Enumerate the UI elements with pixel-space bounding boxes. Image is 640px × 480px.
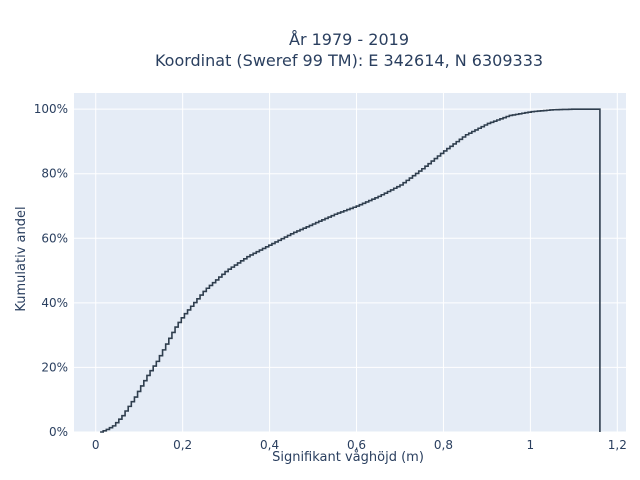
x-axis-title: Signifikant våghöjd (m) <box>272 450 424 465</box>
ecdf-step-line <box>100 108 601 433</box>
x-tick-label: 1,2 <box>608 438 627 452</box>
y-tick-label: 80% <box>41 167 68 181</box>
grid-lines <box>74 93 626 433</box>
x-tick-label: 1 <box>527 438 535 452</box>
x-tick-label: 0,8 <box>434 438 453 452</box>
y-tick-label: 40% <box>41 296 68 310</box>
chart-title-line1: År 1979 - 2019 <box>289 30 409 49</box>
x-tick-label: 0,2 <box>173 438 192 452</box>
y-tick-label: 60% <box>41 231 68 245</box>
x-tick-label: 0,6 <box>347 438 366 452</box>
series-layer <box>100 108 601 433</box>
plot-background <box>74 93 626 432</box>
y-tick-label: 0% <box>49 425 68 439</box>
y-tick-label: 100% <box>34 102 68 116</box>
x-tick-label: 0 <box>92 438 100 452</box>
tick-labels: 0 0,2 0,4 0,6 0,8 1 1,2 0% 20% 40% 60% 80% 100% <box>34 102 627 452</box>
x-tick-label: 0,4 <box>260 438 279 452</box>
y-tick-label: 20% <box>41 360 68 374</box>
y-axis-title: Kumulativ andel <box>14 206 29 311</box>
chart-title-line2: Koordinat (Sweref 99 TM): E 342614, N 63… <box>155 51 543 70</box>
